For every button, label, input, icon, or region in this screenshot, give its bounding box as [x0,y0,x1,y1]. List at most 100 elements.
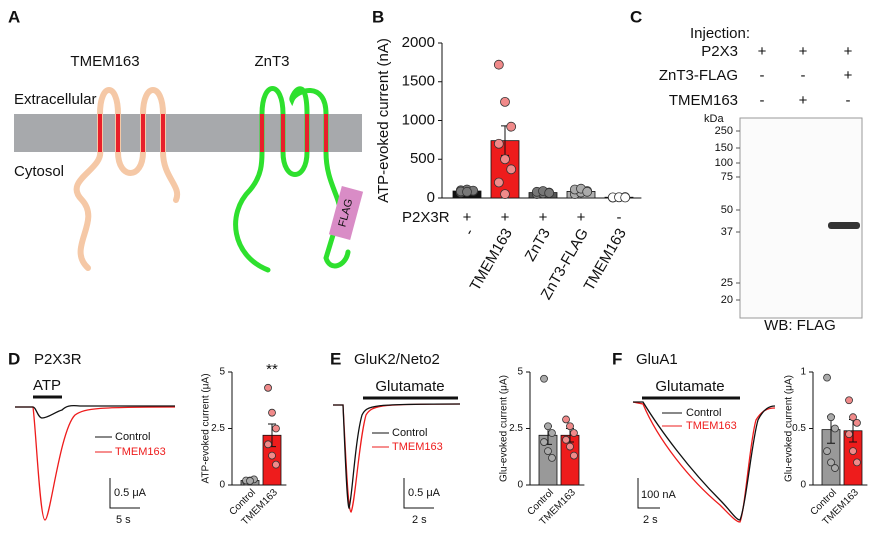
legend-label: TMEM163 [115,446,166,458]
data-point [823,373,831,382]
y-axis-label: Glu-evoked current (μA) [784,375,795,482]
data-point [566,442,574,451]
y-tick-label: 5 [219,367,225,378]
scale-label: 2 s [412,514,427,526]
legend-label: TMEM163 [392,441,443,453]
injection-mark: - [760,67,765,84]
data-point [831,464,839,472]
y-tick-label: 2.5 [211,423,225,434]
scale-label: 100 nA [641,489,677,501]
panel-letter: B [372,7,384,26]
data-point [540,438,548,446]
panel-letter: D [8,349,20,368]
data-point [566,422,574,431]
y-tick-label: 1000 [402,111,435,128]
data-point [562,415,570,424]
trace [632,401,776,523]
data-point [268,408,276,417]
y-tick-label: 5 [517,367,523,378]
injection-row-label: TMEM163 [669,92,738,109]
stimulus-label: ATP [33,377,61,394]
data-point [548,429,556,437]
y-axis-label: ATP-evoked current (μA) [201,373,212,483]
data-point [849,413,857,422]
data-point [570,429,578,437]
y-tick-label: 0 [800,480,806,491]
y-tick-label: 1 [800,367,806,378]
blot-band [828,222,860,229]
injection-mark: - [846,92,851,109]
row-value: + [539,209,548,226]
blot-label: WB: FLAG [764,317,836,334]
data-point [500,154,510,165]
data-point [562,435,570,444]
panel-letter: C [630,7,642,26]
row-label: P2X3R [402,209,450,226]
data-point [845,430,853,439]
data-point [493,59,504,70]
y-tick-label: 2.5 [509,423,523,434]
data-point [246,477,254,485]
data-point [272,460,280,469]
data-point [582,186,593,197]
injection-row-label: ZnT3-FLAG [659,67,738,84]
y-tick-label: 1500 [402,73,435,90]
data-point [831,424,839,433]
y-tick-label: 0.5 [792,423,806,434]
data-point [493,138,504,149]
protein-label: TMEM163 [70,53,139,70]
scale-bar [109,478,140,509]
data-point [462,186,472,197]
trace [633,401,776,521]
data-point [544,447,552,456]
extracellular-label: Extracellular [14,91,97,108]
znt3-schematic [233,86,351,273]
x-tick-label: - [461,225,478,238]
kda-marker: 250 [715,125,733,137]
legend-label: Control [392,427,427,439]
scale-label: 5 s [116,514,131,526]
injection-label: Injection: [690,25,750,42]
data-point [827,458,835,467]
y-tick-label: 500 [410,150,435,167]
protein-label: ZnT3 [254,53,289,70]
data-point [500,189,510,200]
kda-marker: 150 [715,142,733,154]
data-point [849,447,857,456]
panel-letter: A [8,7,20,26]
y-tick-label: 0 [219,480,225,491]
data-point [548,453,556,462]
data-point [264,383,272,392]
flag-tag: FLAG [328,186,364,240]
data-point [540,374,548,383]
y-tick-label: 0 [427,189,435,206]
y-axis-label: ATP-evoked current (nA) [375,38,392,203]
panel-title: P2X3R [34,351,82,368]
data-point [845,396,853,405]
panel-letter: E [330,349,341,368]
data-point [500,97,510,107]
data-point [272,424,280,433]
data-point [506,121,517,132]
y-tick-label: 0 [517,480,523,491]
legend-label: Control [115,431,150,443]
data-point [827,413,835,422]
injection-mark: + [844,67,853,84]
kda-marker: 50 [721,204,733,216]
legend-label: Control [686,407,721,419]
data-point [264,440,272,449]
trace [333,403,461,513]
y-axis-label: Glu-evoked current (μA) [499,375,510,482]
data-point [544,188,555,198]
injection-row-label: P2X3 [701,43,738,60]
kda-marker: 25 [721,277,733,289]
blot [739,117,863,319]
panel-title: GluA1 [636,351,678,368]
membrane [14,114,362,152]
row-value: + [577,209,586,226]
tm-segments [98,114,165,152]
scale-bar [403,478,434,509]
injection-mark: - [801,67,806,84]
data-point [570,451,578,460]
